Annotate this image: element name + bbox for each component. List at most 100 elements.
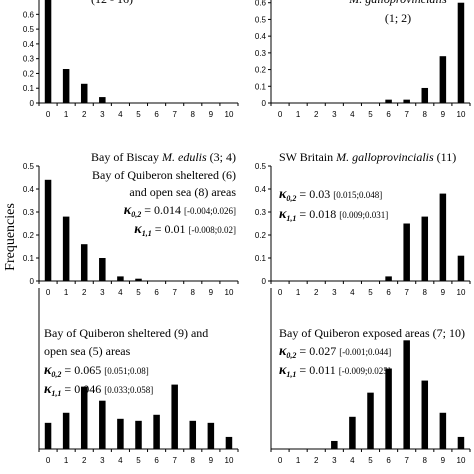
species-name: M. galloprovincialis (335, 150, 434, 164)
x-tick-label: 0 (278, 288, 283, 297)
x-tick-label: 8 (191, 456, 196, 465)
kappa-subscript: 1,1 (142, 229, 152, 238)
y-tick-label: 0.2 (23, 69, 35, 78)
bar (457, 255, 465, 281)
x-tick-label: 6 (386, 110, 391, 119)
y-axis-label: Frequencies (3, 203, 18, 271)
x-tick-label: 7 (172, 288, 177, 297)
y-tick-label: 0.1 (255, 82, 267, 91)
x-tick-label: 1 (64, 456, 69, 465)
bar (99, 400, 106, 449)
kappa-value: = 0.01 (152, 222, 189, 236)
bar (62, 69, 70, 103)
y-tick-label: 0.6 (23, 10, 35, 19)
y-tick-label: 0.2 (255, 66, 267, 75)
kappa-value: = 0.027 (296, 344, 339, 358)
x-tick-label: 5 (368, 456, 373, 465)
x-tick-label: 0 (278, 110, 283, 119)
bar (207, 422, 215, 449)
kappa-symbol: κ (279, 344, 287, 359)
annotation-text: M. galloprovincialis (348, 0, 447, 6)
bar (403, 340, 410, 449)
panel-annotation: Bay of Quiberon exposed areas (7; 10) (279, 326, 465, 340)
annotation-text: open sea (5) areas (44, 344, 131, 358)
x-tick-label: 2 (314, 456, 319, 465)
y-tick-label: 0.5 (255, 162, 267, 171)
y-tick-label: 0.6 (255, 0, 267, 8)
x-tick-label: 5 (136, 456, 141, 465)
x-tick-label: 8 (423, 288, 428, 297)
x-tick-label: 5 (136, 288, 141, 297)
y-tick-label: 0.1 (255, 254, 267, 263)
x-tick-label: 4 (118, 110, 123, 119)
x-tick-label: 0 (46, 110, 51, 119)
bar (153, 414, 160, 449)
annotation-text: Bay of Biscay (91, 150, 162, 164)
y-tick-label: 0.3 (255, 49, 267, 58)
y-tick-label: 0.5 (255, 15, 267, 24)
annotation-text: (1; 2) (385, 11, 411, 25)
bar (385, 276, 392, 281)
panel-annotation: κ0,2 = 0.03 [0.015;0.048] (279, 187, 382, 203)
y-tick-label: 0 (30, 277, 35, 286)
annotation-text: Bay of Quiberon sheltered (6) (92, 168, 236, 182)
y-tick-label: 0.5 (23, 25, 35, 34)
kappa-symbol: κ (279, 207, 287, 222)
x-tick-label: 7 (404, 288, 409, 297)
x-tick-label: 2 (82, 288, 87, 297)
bar (421, 87, 429, 103)
panel-annotation: and open sea (8) areas (129, 185, 236, 199)
x-tick-label: 4 (118, 288, 123, 297)
x-tick-label: 1 (64, 110, 69, 119)
x-tick-label: 0 (46, 288, 51, 297)
x-tick-label: 2 (82, 456, 87, 465)
x-tick-label: 3 (100, 288, 105, 297)
x-tick-label: 3 (100, 456, 105, 465)
annotation-text: and open sea (8) areas (129, 185, 236, 199)
x-tick-label: 2 (314, 110, 319, 119)
x-tick-label: 1 (64, 288, 69, 297)
bar (439, 193, 447, 281)
x-tick-label: 7 (172, 110, 177, 119)
panel-annotation: open sea (5) areas (44, 344, 131, 358)
bar (44, 0, 52, 104)
confidence-interval: [0.015;0.048] (333, 190, 382, 200)
x-tick-label: 6 (154, 110, 159, 119)
bar (99, 258, 106, 281)
kappa-value: = 0.014 (141, 203, 184, 217)
x-tick-label: 7 (172, 456, 177, 465)
bar (80, 83, 88, 103)
annotation-text: (3; 4) (207, 150, 236, 164)
y-tick-label: 0.5 (23, 162, 35, 171)
y-tick-label: 0.3 (23, 55, 35, 64)
x-tick-label: 5 (368, 288, 373, 297)
kappa-subscript: 0,2 (286, 351, 296, 360)
x-tick-label: 2 (314, 288, 319, 297)
bar (135, 420, 142, 449)
panel-annotation: Bay of Biscay M. edulis (3; 4) (91, 150, 236, 164)
x-tick-label: 9 (209, 288, 214, 297)
bar (80, 386, 88, 449)
x-tick-label: 9 (441, 110, 446, 119)
x-tick-label: 1 (296, 456, 301, 465)
x-tick-label: 1 (296, 288, 301, 297)
kappa-symbol: κ (134, 222, 142, 237)
kappa-subscript: 1,1 (51, 389, 61, 398)
x-tick-label: 3 (332, 110, 337, 119)
kappa-subscript: 1,1 (286, 370, 296, 379)
bar (349, 416, 356, 449)
y-tick-label: 0.4 (23, 40, 35, 49)
x-tick-label: 3 (100, 110, 105, 119)
x-tick-label: 4 (350, 456, 355, 465)
bar (117, 276, 124, 281)
bar (367, 392, 374, 449)
x-tick-label: 4 (118, 456, 123, 465)
x-tick-label: 6 (386, 288, 391, 297)
x-tick-label: 8 (423, 456, 428, 465)
bar (421, 216, 429, 281)
kappa-value: = 0.065 (61, 363, 104, 377)
kappa-symbol: κ (44, 382, 52, 397)
kappa-value: = 0.046 (61, 382, 104, 396)
y-tick-label: 0.2 (23, 231, 35, 240)
